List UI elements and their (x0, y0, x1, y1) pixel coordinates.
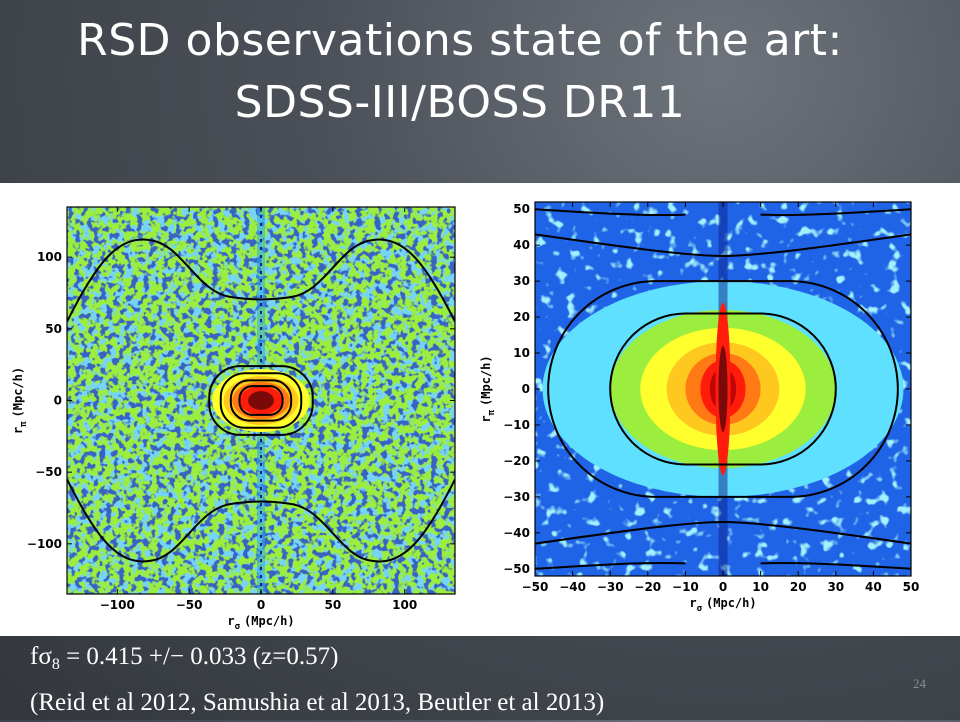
y-tick-label: −20 (503, 454, 530, 468)
y-tick-label: −50 (35, 465, 62, 479)
x-tick-label: 0 (719, 580, 727, 594)
figure-panel: −100 −50 0 50 100 −100 −50 0 50 100 rσ (Mpc/h) rπ(Mp… (0, 183, 960, 636)
y-axis-label-main: r (11, 427, 25, 434)
right-correlation-map: −50 −40 −30 −20 −10 0 10 20 30 40 50 −50 −40 −30 −20 −1… (479, 201, 920, 614)
y-tick-label: −30 (503, 490, 530, 504)
x-tick-label: −10 (672, 580, 699, 594)
x-tick-label: 100 (392, 598, 417, 612)
y-tick-label: 50 (513, 202, 530, 216)
y-axis-label-unit: (Mpc/h) (11, 367, 25, 418)
y-axis-label-main: r (479, 415, 493, 422)
y-tick-label: 50 (45, 322, 62, 336)
y-tick-label: −40 (503, 526, 530, 540)
model-contour-outer-bottom (535, 521, 911, 545)
title-line-1: RSD observations state of the art: (77, 15, 843, 66)
model-contour-edge-top-right (760, 208, 911, 217)
model-contour-outer-top (535, 233, 911, 257)
x-tick-label: 20 (790, 580, 807, 594)
y-tick-label: 0 (54, 394, 62, 408)
x-tick-label: −50 (176, 598, 203, 612)
x-tick-label: 50 (325, 598, 342, 612)
x-tick-label: −20 (634, 580, 661, 594)
x-tick-label: 40 (865, 580, 882, 594)
x-tick-label: −30 (597, 580, 624, 594)
x-axis-label-sub: σ (697, 604, 703, 614)
model-contour-outer-top (67, 238, 455, 323)
x-axis-label: rσ (Mpc/h) (689, 596, 756, 614)
plot-area (535, 202, 911, 576)
caption: fσ8 = 0.415 +/− 0.033 (z=0.57) (Reid et … (30, 638, 604, 722)
caption-references: (Reid et al 2012, Samushia et al 2013, B… (30, 689, 605, 716)
y-axis-label: rπ (Mpc/h) (11, 367, 29, 434)
y-tick-label: −10 (503, 418, 530, 432)
y-axis-label-sub: π (487, 409, 497, 415)
slide-title: RSD observations state of the art: SDSS-… (0, 10, 920, 134)
caption-subscript: 8 (51, 656, 60, 673)
y-tick-label: 20 (513, 310, 530, 324)
caption-sigma: σ (38, 643, 52, 670)
y-axis-label-sub: π (19, 421, 29, 427)
model-contour-outer-bottom (67, 478, 455, 563)
title-line-2: SDSS-III/BOSS DR11 (234, 77, 686, 128)
caption-value: = 0.415 +/− 0.033 (z=0.57) (59, 643, 339, 670)
y-tick-label: −50 (503, 562, 530, 576)
model-contour-2 (229, 379, 293, 422)
x-axis-label-main: r (227, 614, 234, 628)
x-axis-label: rσ (Mpc/h) (227, 614, 294, 632)
model-contour-edge-top-left (535, 208, 686, 217)
y-tick-label: 30 (513, 274, 530, 288)
x-tick-label: −40 (559, 580, 586, 594)
model-contour-edge-bottom-right (760, 561, 911, 570)
x-tick-label: 10 (752, 580, 769, 594)
x-axis-label-unit: (Mpc/h) (706, 596, 757, 610)
x-tick-label: 30 (827, 580, 844, 594)
y-tick-label: 40 (513, 238, 530, 252)
caption-measurement: fσ8 = 0.415 +/− 0.033 (z=0.57) (30, 638, 604, 684)
x-tick-label: −100 (100, 598, 135, 612)
caption-f: f (30, 643, 39, 670)
plot-area (67, 207, 455, 594)
x-axis-label-unit: (Mpc/h) (244, 614, 295, 628)
y-axis-label-unit: (Mpc/h) (479, 355, 493, 406)
page-number: 24 (913, 676, 926, 691)
x-axis-label-main: r (689, 596, 696, 610)
contour-band-4 (248, 391, 274, 410)
model-contour-3 (238, 385, 284, 416)
y-tick-label: −100 (27, 537, 62, 551)
model-contour-inner (609, 312, 837, 466)
streak-inner (718, 345, 728, 433)
x-axis-label-sub: σ (235, 622, 241, 632)
model-contour-edge-bottom-left (535, 561, 686, 570)
x-tick-label: 50 (903, 580, 920, 594)
model-contour-1 (219, 372, 303, 429)
model-contour-0 (208, 365, 314, 436)
model-contour-middle (547, 280, 899, 498)
y-tick-label: 10 (513, 346, 530, 360)
y-tick-label: 100 (37, 250, 62, 264)
x-tick-label: −50 (522, 580, 549, 594)
x-tick-label: 0 (257, 598, 265, 612)
y-axis-label: rπ (Mpc/h) (479, 355, 497, 422)
y-tick-label: 0 (522, 382, 530, 396)
